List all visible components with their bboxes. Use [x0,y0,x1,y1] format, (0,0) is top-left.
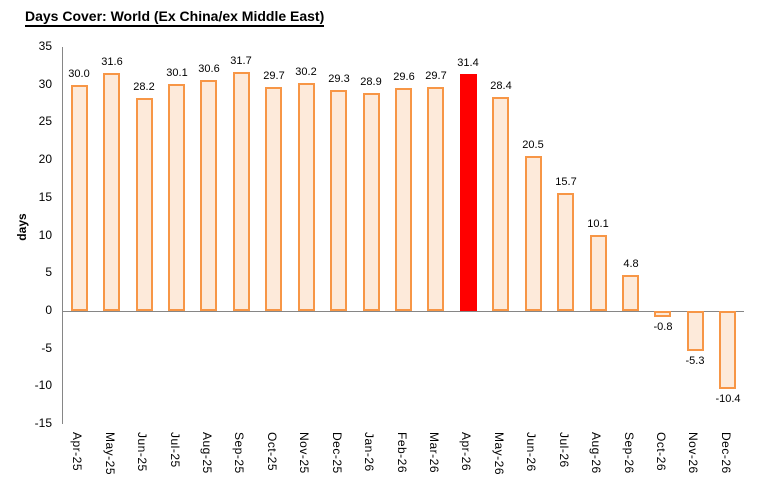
y-tick-label--15: -15 [34,416,52,430]
x-axis-label-Jul-25: Jul-25 [168,432,182,468]
bar-Jan-26 [363,93,380,311]
x-axis-label-Dec-26: Dec-26 [719,432,733,474]
y-tick-label-15: 15 [38,190,52,204]
value-label-Feb-26: 29.6 [393,71,415,83]
x-axis-label-Dec-25: Dec-25 [330,432,344,474]
y-tick-label-10: 10 [38,228,52,242]
x-axis-label-Aug-25: Aug-25 [200,432,214,474]
value-label-Dec-26: -10.4 [715,393,741,405]
bar-Oct-26 [654,311,671,317]
bar-Oct-25 [265,87,282,311]
value-label-Jun-26: 20.5 [522,139,544,151]
value-label-Oct-25: 29.7 [263,70,285,82]
bar-Sep-26 [622,275,639,311]
zero-gridline [63,311,744,312]
bar-Jun-25 [136,98,153,311]
value-label-Dec-25: 29.3 [328,73,350,85]
value-label-Sep-25: 31.7 [230,55,252,67]
plot-area: 30.0 31.6 28.2 30.1 30.6 31.7 29.7 30.2 29.3 28.9… [62,47,744,424]
x-axis-label-Jun-26: Jun-26 [524,432,538,472]
bar-Jun-26 [525,156,542,311]
bar-Sep-25 [233,72,250,311]
y-tick-label--10: -10 [34,378,52,392]
x-axis-label-Nov-26: Nov-26 [686,432,700,474]
chart-title: Days Cover: World (Ex China/ex Middle Ea… [25,8,325,27]
bar-May-25 [103,73,120,311]
y-tick-label-0: 0 [45,303,52,317]
bar-Mar-26 [427,87,444,311]
x-axis-label-Mar-26: Mar-26 [427,432,441,474]
x-axis-label-Apr-26: Apr-26 [459,432,473,472]
bar-Jul-26 [557,193,574,311]
x-axis-label-Feb-26: Feb-26 [395,432,409,474]
value-label-Apr-25: 30.0 [68,68,90,80]
bar-Dec-26 [719,311,736,389]
y-tick-label-35: 35 [38,39,52,53]
value-label-Jun-25: 28.2 [133,81,155,93]
bar-Dec-25 [330,90,347,311]
x-axis-label-Aug-26: Aug-26 [589,432,603,474]
bar-Apr-25 [71,85,88,311]
bar-Aug-25 [200,80,217,311]
value-label-Apr-26: 31.4 [457,57,479,69]
value-label-Nov-25: 30.2 [295,66,317,78]
x-axis-label-Sep-25: Sep-25 [232,432,246,474]
bar-Aug-26 [590,235,607,311]
value-label-Nov-26: -5.3 [685,355,705,367]
x-axis-label-Nov-25: Nov-25 [297,432,311,474]
x-axis-label-Oct-25: Oct-25 [265,432,279,472]
x-axis-label-Jun-25: Jun-25 [135,432,149,472]
bar-highlight-Apr-26 [460,74,477,311]
x-axis-label-Oct-26: Oct-26 [654,432,668,472]
value-label-Jan-26: 28.9 [360,76,382,88]
bar-Nov-26 [687,311,704,351]
value-label-Aug-25: 30.6 [198,63,220,75]
bar-Feb-26 [395,88,412,311]
y-tick-label-5: 5 [45,265,52,279]
x-axis-label-Jul-26: Jul-26 [557,432,571,468]
value-label-Jul-26: 15.7 [555,176,577,188]
y-tick-label--5: -5 [41,341,52,355]
value-label-Oct-26: -0.8 [653,321,673,333]
bar-May-26 [492,97,509,311]
x-axis-label-Apr-25: Apr-25 [70,432,84,472]
x-axis-label-Sep-26: Sep-26 [622,432,636,474]
y-tick-label-20: 20 [38,152,52,166]
x-axis-label-Jan-26: Jan-26 [362,432,376,472]
value-label-May-26: 28.4 [490,80,512,92]
value-label-Sep-26: 4.8 [623,258,639,270]
value-label-Jul-25: 30.1 [166,67,188,79]
bar-Nov-25 [298,83,315,311]
y-tick-label-30: 30 [38,77,52,91]
x-axis-label-May-26: May-26 [492,432,506,476]
bar-Jul-25 [168,84,185,311]
value-label-May-25: 31.6 [101,56,123,68]
y-tick-label-25: 25 [38,114,52,128]
y-axis-title: days [15,213,29,241]
value-label-Aug-26: 10.1 [587,218,609,230]
x-axis-label-May-25: May-25 [103,432,117,476]
value-label-Mar-26: 29.7 [425,70,447,82]
